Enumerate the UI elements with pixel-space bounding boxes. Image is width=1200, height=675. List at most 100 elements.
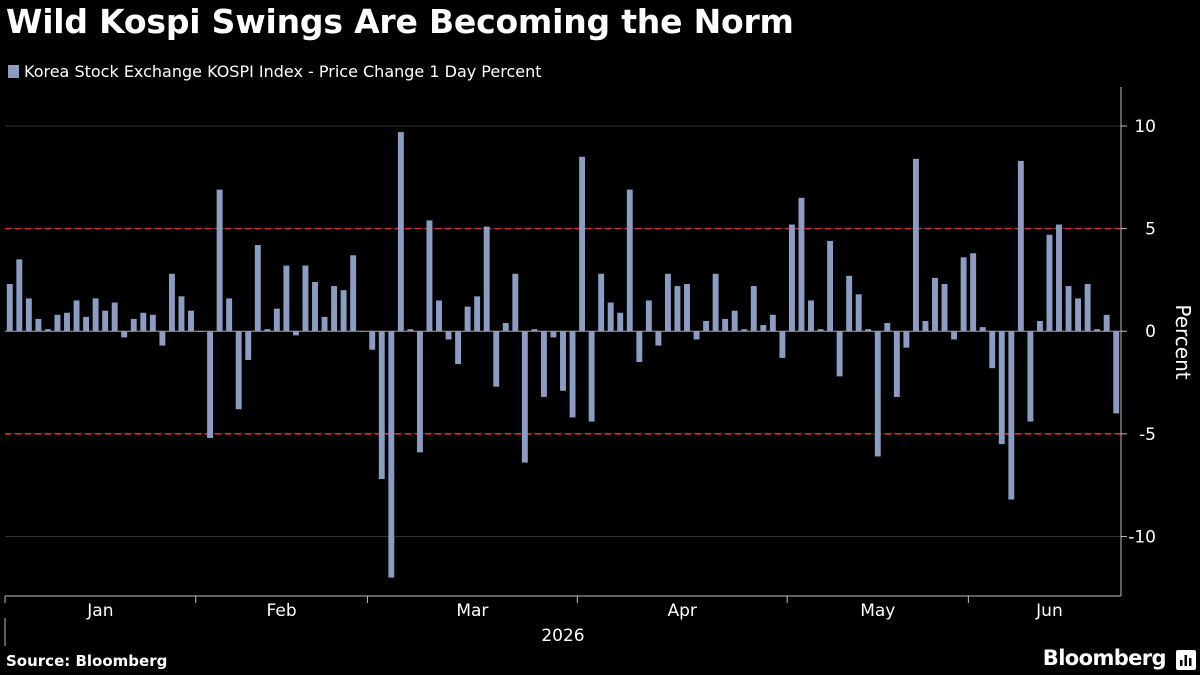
bar xyxy=(712,273,719,332)
bars xyxy=(6,132,1120,578)
bar xyxy=(1113,331,1120,414)
bar xyxy=(617,312,624,332)
bar xyxy=(140,312,147,332)
bar xyxy=(979,327,986,332)
bar xyxy=(25,298,32,332)
bar xyxy=(540,331,547,397)
bar xyxy=(798,197,805,332)
bar xyxy=(560,331,566,391)
bar xyxy=(6,284,13,332)
bar xyxy=(226,298,233,332)
y-tick-label: -10 xyxy=(1128,527,1156,547)
bar xyxy=(970,253,977,332)
bar xyxy=(121,331,128,338)
bar xyxy=(388,331,395,578)
bar xyxy=(588,331,595,422)
bar xyxy=(178,296,185,332)
bar xyxy=(493,331,500,387)
axes: 10 5 0 -5 -10 Jan Feb Mar Apr May Jun 2026 Percent xyxy=(4,87,1195,646)
bar xyxy=(731,310,738,332)
bar xyxy=(54,314,61,332)
bar xyxy=(1027,331,1034,422)
bar xyxy=(359,331,366,332)
bar xyxy=(932,277,938,332)
bar xyxy=(636,331,643,363)
bloomberg-mark-icon xyxy=(1176,650,1196,670)
source-note: Source: Bloomberg xyxy=(6,652,168,670)
bar xyxy=(941,284,948,332)
bar xyxy=(264,329,271,332)
bar xyxy=(378,331,385,480)
bar xyxy=(722,318,729,332)
y-tick-label: 0 xyxy=(1145,322,1156,342)
bar xyxy=(83,316,90,332)
legend-swatch xyxy=(8,64,19,78)
bar xyxy=(760,325,767,332)
bar xyxy=(245,331,252,360)
bar xyxy=(531,329,538,332)
bar xyxy=(474,296,481,332)
bar xyxy=(788,224,795,332)
bar xyxy=(483,226,490,332)
bar xyxy=(302,265,309,332)
bar xyxy=(1075,298,1082,332)
bar xyxy=(817,329,824,332)
x-tick-label: Apr xyxy=(668,601,697,621)
bar xyxy=(1103,314,1110,332)
bar xyxy=(92,298,99,332)
bar xyxy=(836,331,843,377)
bar xyxy=(426,220,433,332)
bar xyxy=(102,310,109,332)
bar xyxy=(35,318,42,332)
bar xyxy=(989,331,996,369)
bar xyxy=(455,331,462,365)
bar xyxy=(598,273,605,332)
bar xyxy=(292,331,299,336)
bar xyxy=(512,273,519,332)
bar xyxy=(207,331,214,438)
bar xyxy=(951,331,958,340)
bar xyxy=(44,329,51,332)
y-tick-label: 10 xyxy=(1134,117,1156,137)
bar xyxy=(1036,320,1043,332)
bar xyxy=(645,300,652,332)
bar xyxy=(521,331,528,463)
bar xyxy=(111,302,118,332)
bar xyxy=(893,331,900,397)
chart-title: Wild Kospi Swings Are Becoming the Norm xyxy=(6,2,794,41)
bar xyxy=(779,331,786,358)
bar xyxy=(273,308,280,332)
bar xyxy=(350,255,357,332)
bar xyxy=(769,314,776,332)
bar xyxy=(808,300,814,332)
bar xyxy=(579,156,586,332)
bar xyxy=(321,316,328,332)
bar xyxy=(750,286,757,332)
bar xyxy=(502,323,509,332)
bar xyxy=(397,132,404,332)
bar xyxy=(312,281,318,332)
bar xyxy=(903,331,910,348)
x-tick-label: Jan xyxy=(86,601,113,621)
bar xyxy=(703,320,710,332)
bar xyxy=(1094,329,1101,332)
bar xyxy=(464,306,471,332)
bar xyxy=(827,240,834,332)
y-tick-label: 5 xyxy=(1145,220,1156,240)
bar xyxy=(693,331,700,340)
bar xyxy=(684,284,690,332)
bar xyxy=(283,265,290,332)
bar xyxy=(73,300,80,332)
bar xyxy=(1084,284,1091,332)
legend: Korea Stock Exchange KOSPI Index - Price… xyxy=(8,61,542,81)
bar xyxy=(1046,234,1053,332)
bar xyxy=(216,189,223,332)
bar xyxy=(407,329,414,332)
bar xyxy=(197,331,204,332)
bar xyxy=(912,158,919,332)
x-tick-label: Jun xyxy=(1035,601,1063,621)
bar xyxy=(369,331,376,350)
bar xyxy=(1065,286,1072,332)
bar xyxy=(664,273,671,332)
